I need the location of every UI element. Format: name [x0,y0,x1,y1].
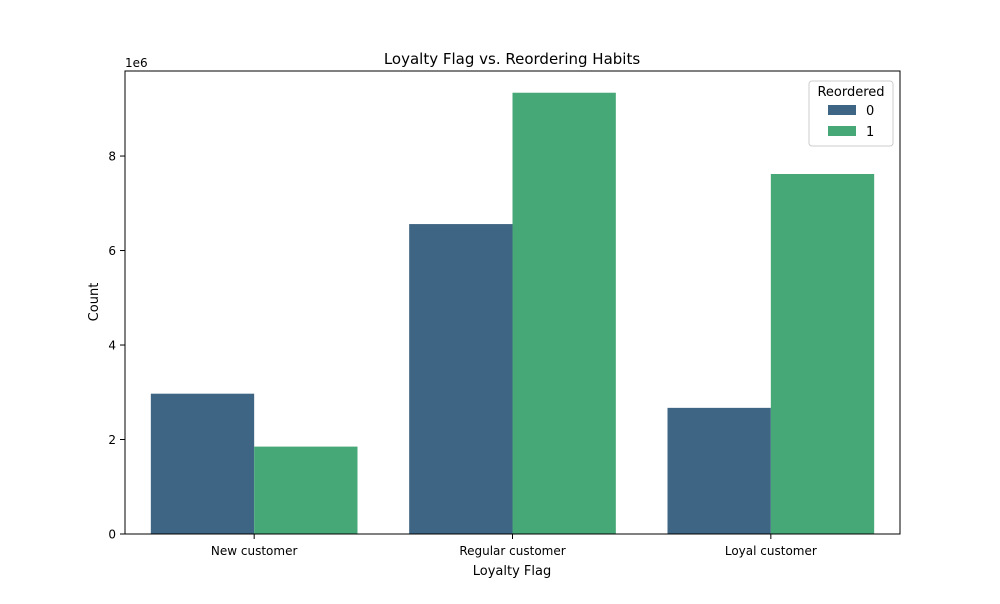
legend-swatch-series-0 [828,105,856,115]
x-tick-label: Loyal customer [725,544,817,558]
y-axis-offset-label: 1e6 [125,56,148,70]
bar-loyal-customer-reordered-1 [770,173,875,534]
y-axis-ticks: 0 2 4 6 8 [108,150,125,542]
chart-title: Loyalty Flag vs. Reordering Habits [384,50,641,68]
legend-title: Reordered [817,85,884,100]
y-tick-label: 2 [108,433,116,447]
x-axis-ticks: New customer Regular customer Loyal custom… [211,534,817,558]
bar-regular-customer-reordered-1 [512,92,616,534]
y-axis-label: Count [87,283,102,322]
y-tick-label: 6 [108,244,116,258]
bar-regular-customer-reordered-0 [409,224,513,534]
bar-loyal-customer-reordered-0 [667,407,771,534]
bars-group [150,92,875,534]
legend-label-series-0: 0 [866,104,874,119]
legend: Reordered 0 1 [808,80,894,147]
legend-swatch-series-1 [828,126,856,136]
bar-new-customer-reordered-1 [254,446,358,534]
x-tick-label: Regular customer [459,544,565,558]
legend-label-series-1: 1 [866,125,874,140]
bar-new-customer-reordered-0 [150,393,255,534]
y-tick-label: 8 [108,150,116,164]
y-tick-label: 0 [108,528,116,542]
x-tick-label: New customer [211,544,298,558]
x-axis-label: Loyalty Flag [473,564,551,579]
y-tick-label: 4 [108,339,116,353]
